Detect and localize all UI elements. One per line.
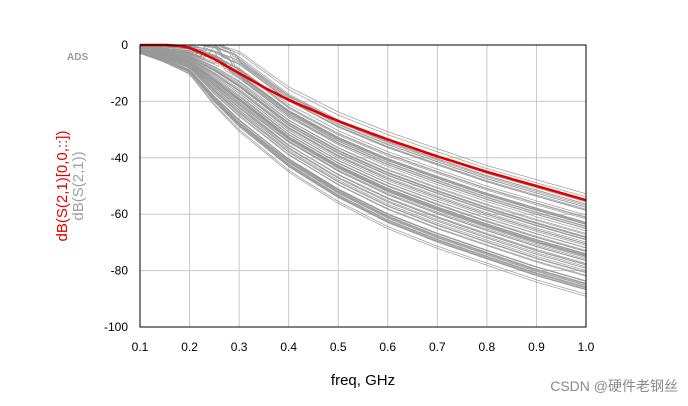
- x-axis-label: freq, GHz: [331, 372, 395, 389]
- x-tick-label-0: 0.1: [132, 340, 149, 354]
- monte-carlo-trace-46: [139, 44, 587, 211]
- monte-carlo-trace-85: [139, 52, 587, 286]
- y-tick-label-5: -100: [104, 320, 128, 334]
- monte-carlo-trace-19: [139, 47, 587, 234]
- monte-carlo-trace-81: [139, 50, 587, 265]
- y-axis-label-primary: dB(S(2,1)[0,0,::]): [54, 131, 71, 242]
- monte-carlo-trace-49: [139, 52, 587, 288]
- monte-carlo-trace-50: [139, 47, 587, 228]
- monte-carlo-trace-67: [139, 52, 587, 284]
- monte-carlo-trace-55: [139, 47, 587, 232]
- monte-carlo-trace-10: [139, 48, 587, 243]
- y-tick-labels: 0 -20 -40 -60 -80 -100: [104, 38, 128, 334]
- monte-carlo-trace-89: [139, 49, 587, 252]
- series-line-0: [140, 43, 587, 202]
- nominal-series: [140, 43, 587, 202]
- monte-carlo-trace-82: [139, 53, 587, 297]
- x-tick-label-9: 1.0: [578, 340, 595, 354]
- y-tick-label-2: -40: [111, 151, 129, 165]
- x-tick-label-7: 0.8: [479, 340, 496, 354]
- monte-carlo-trace-87: [139, 51, 587, 277]
- x-tick-label-3: 0.4: [280, 340, 297, 354]
- x-tick-label-1: 0.2: [181, 340, 198, 354]
- x-tick-label-5: 0.6: [379, 340, 396, 354]
- ads-brand-label: ADS: [67, 52, 88, 63]
- monte-carlo-trace-88: [139, 48, 587, 240]
- monte-carlo-trace-48: [139, 52, 587, 282]
- monte-carlo-trace-62: [139, 51, 587, 276]
- y-axis-label-secondary: dB(S(2,1)): [70, 151, 87, 220]
- monte-carlo-trace-72: [139, 50, 587, 259]
- monte-carlo-trace-59: [139, 52, 587, 290]
- monte-carlo-trace-78: [139, 46, 587, 216]
- plot-frame: [139, 44, 587, 328]
- monte-carlo-trace-61: [139, 49, 587, 255]
- y-tick-label-4: -80: [111, 264, 129, 278]
- x-tick-label-8: 0.9: [528, 340, 545, 354]
- monte-carlo-trace-42: [139, 50, 587, 257]
- y-tick-label-3: -60: [111, 207, 129, 221]
- monte-carlo-trace-45: [139, 51, 587, 271]
- monte-carlo-trace-79: [139, 46, 587, 218]
- monte-carlo-trace-73: [139, 46, 587, 220]
- y-tick-label-0: 0: [121, 38, 128, 52]
- watermark: CSDN @硬件老钢丝: [550, 378, 678, 394]
- monte-carlo-trace-60: [139, 49, 587, 251]
- monte-carlo-trace-74: [139, 47, 587, 229]
- monte-carlo-trace-80: [139, 46, 587, 225]
- monte-carlo-trace-69: [139, 50, 587, 260]
- monte-carlo-series: [139, 44, 587, 297]
- y-tick-label-1: -20: [111, 94, 129, 108]
- x-tick-label-4: 0.5: [330, 340, 347, 354]
- x-tick-label-6: 0.7: [429, 340, 446, 354]
- x-tick-label-2: 0.3: [231, 340, 248, 354]
- monte-carlo-trace-86: [139, 49, 587, 245]
- monte-carlo-trace-2: [139, 48, 587, 235]
- monte-carlo-trace-84: [139, 48, 587, 249]
- monte-carlo-trace-6: [139, 50, 587, 269]
- monte-carlo-trace-54: [139, 51, 587, 273]
- monte-carlo-trace-31: [139, 50, 587, 264]
- monte-carlo-trace-56: [139, 50, 587, 261]
- monte-carlo-trace-65: [139, 47, 587, 227]
- x-tick-labels: 0.1 0.2 0.3 0.4 0.5 0.6 0.7 0.8 0.9 1.0: [132, 340, 595, 354]
- monte-carlo-trace-68: [139, 52, 587, 295]
